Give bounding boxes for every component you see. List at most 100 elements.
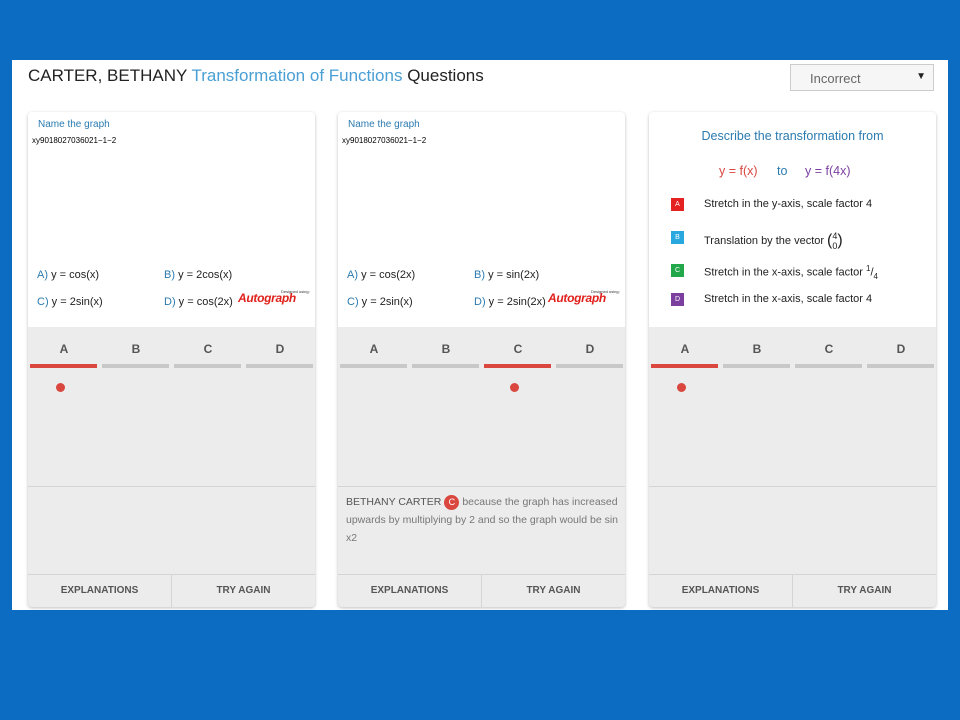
answer-tab[interactable]: C <box>513 342 523 356</box>
option-text: y = sin(2x) <box>488 269 540 281</box>
answer-tab[interactable]: B <box>131 342 141 356</box>
option-label: Stretch in the x-axis, scale factor <box>704 266 863 279</box>
comment-badge: C <box>444 495 460 510</box>
answer-option: D) y = 2sin(2x) <box>474 296 546 308</box>
comment-author: BETHANY CARTER <box>346 496 442 508</box>
y-tick-label: −2 <box>417 136 427 145</box>
option-box: C <box>671 264 684 277</box>
answer-tab[interactable]: D <box>275 342 285 356</box>
answer-tab[interactable]: A <box>680 342 690 356</box>
tab-bar <box>174 364 241 368</box>
filter-dropdown[interactable]: Incorrect ▼ <box>790 64 934 91</box>
button[interactable]: TRY AGAIN <box>216 585 271 596</box>
answer-tab[interactable]: C <box>824 342 834 356</box>
to-word: to <box>777 164 788 178</box>
option-text: Stretch in the x-axis, scale factor 1/4 <box>704 264 878 281</box>
option-label: Translation by the vector <box>704 234 825 247</box>
question-area: Name the graph xy9018027036021−1−2 A) y = … <box>28 112 315 327</box>
button[interactable]: EXPLANATIONS <box>60 585 139 596</box>
tab-bar <box>723 364 790 368</box>
option-text: y = cos(x) <box>51 269 100 281</box>
divider <box>649 486 936 487</box>
button[interactable]: EXPLANATIONS <box>681 585 760 596</box>
divider <box>28 574 315 575</box>
title-suffix: Questions <box>407 66 484 85</box>
answer-tab[interactable]: D <box>896 342 906 356</box>
question-card: Describe the transformation from y = f(x)… <box>649 112 936 607</box>
answer-option: D) y = cos(2x) <box>164 296 233 308</box>
divider <box>792 575 793 607</box>
student-name: CARTER, BETHANY <box>28 66 188 85</box>
answer-tab[interactable]: B <box>752 342 762 356</box>
tab-bar <box>412 364 479 368</box>
from-eq: y = f(x) <box>719 164 758 178</box>
option-letter: D) <box>164 296 176 308</box>
option-text: y = 2sin(2x) <box>488 296 546 308</box>
option-label: Stretch in the x-axis, scale factor 4 <box>704 293 873 305</box>
question-card: Name the graph xy9018027036021−1−2 A) y = … <box>28 112 315 607</box>
x-tick-label: 90 <box>40 136 49 145</box>
graph: xy9018027036021−1−2 <box>32 130 116 148</box>
tab-bar <box>102 364 169 368</box>
button[interactable]: TRY AGAIN <box>837 585 892 596</box>
answer-tab[interactable]: C <box>203 342 213 356</box>
answer-tab[interactable]: D <box>585 342 595 356</box>
button[interactable]: TRY AGAIN <box>526 585 581 596</box>
divider <box>338 574 625 575</box>
tab-bar <box>246 364 313 368</box>
tab-bar <box>867 364 934 368</box>
tab-bar <box>651 364 718 368</box>
option-letter: A) <box>37 269 48 281</box>
x-tick-label: 270 <box>372 136 386 145</box>
logo: Autograph <box>548 291 606 305</box>
option-letter: C) <box>347 296 359 308</box>
question-title: Describe the transformation from <box>701 129 884 143</box>
y-tick-label: −2 <box>107 136 117 145</box>
logo-note: Designed using: <box>281 289 310 294</box>
topic: Transformation of Functions <box>191 66 403 85</box>
y-tick-label: −1 <box>97 136 108 145</box>
answer-tab[interactable]: A <box>369 342 379 356</box>
tab-bar <box>556 364 623 368</box>
y-axis-label: y <box>346 136 350 145</box>
y-tick-label: 2 <box>88 136 94 145</box>
y-tick-label: 1 <box>403 136 408 145</box>
option-text: Translation by the vector(4 0) <box>704 231 843 251</box>
button[interactable]: EXPLANATIONS <box>370 585 449 596</box>
answer-option: A) y = cos(2x) <box>347 269 415 281</box>
tab-bar <box>340 364 407 368</box>
option-box: D <box>671 293 684 306</box>
y-tick-label: −1 <box>407 136 418 145</box>
divider <box>28 486 315 487</box>
fraction-num: 1 <box>866 264 871 273</box>
divider <box>481 575 482 607</box>
vector-bottom: 0 <box>832 241 838 251</box>
answer-tab[interactable]: B <box>441 342 451 356</box>
x-tick-label: 180 <box>358 136 373 145</box>
graph: xy9018027036021−1−2 <box>342 130 426 148</box>
comment-text: because the graph has increased upwards … <box>346 496 618 544</box>
tab-bar <box>30 364 97 368</box>
x-tick-label: 270 <box>62 136 76 145</box>
y-tick-label: 2 <box>398 136 404 145</box>
x-tick-label: 90 <box>350 136 359 145</box>
y-tick-label: 1 <box>93 136 98 145</box>
option-box: B <box>671 231 684 244</box>
answer-tab[interactable]: A <box>59 342 69 356</box>
option-letter: C) <box>37 296 49 308</box>
option-text: y = 2sin(x) <box>51 296 103 308</box>
answer-option: A) y = cos(x) <box>37 269 99 281</box>
logo: Autograph <box>238 291 296 305</box>
y-axis-label: y <box>36 136 40 145</box>
dropdown-arrow: ▼ <box>916 71 926 82</box>
answer-option: B) y = sin(2x) <box>474 269 539 281</box>
option-text: y = cos(2x) <box>361 269 416 281</box>
x-tick-label: 360 <box>385 136 399 145</box>
answer-option: C) y = 2sin(x) <box>37 296 103 308</box>
option-letter: D) <box>474 296 486 308</box>
page-title: CARTER, BETHANY Transformation of Functi… <box>28 66 484 86</box>
option-box: A <box>671 198 684 211</box>
question-card: Name the graph xy9018027036021−1−2 A) y = … <box>338 112 625 607</box>
